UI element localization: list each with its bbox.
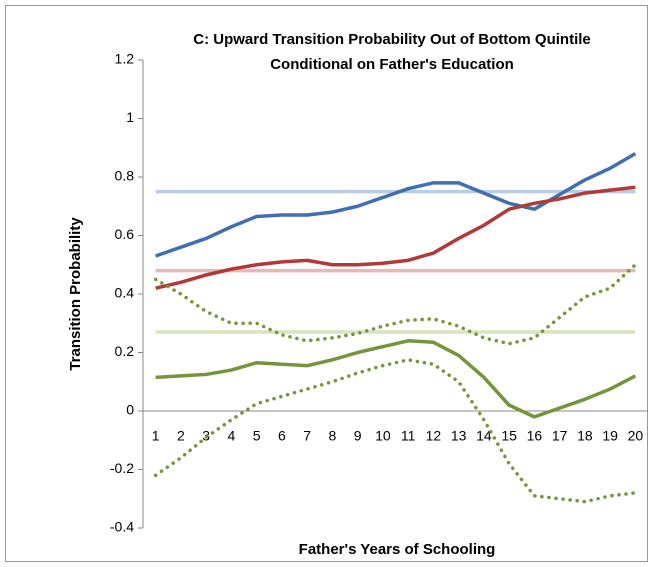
x-tick-label: 19	[602, 428, 618, 444]
x-tick-label: 5	[253, 428, 261, 444]
x-axis-title: Father's Years of Schooling	[299, 541, 496, 558]
y-axis-title: Transition Probability	[67, 217, 84, 371]
x-tick-label: 13	[451, 428, 467, 444]
x-tick-label: 18	[577, 428, 593, 444]
y-tick-label: 0.2	[115, 343, 135, 359]
x-tick-label: 15	[501, 428, 517, 444]
x-tick-label: 1	[152, 428, 160, 444]
x-tick-label: 2	[177, 428, 185, 444]
x-tick-label: 6	[278, 428, 286, 444]
series-line	[153, 358, 638, 504]
x-tick-label: 17	[552, 428, 568, 444]
x-tick-label: 4	[227, 428, 235, 444]
y-tick-label: 0.4	[115, 285, 135, 301]
x-tick-label: 20	[628, 428, 644, 444]
y-tick-label: 0.6	[115, 226, 135, 242]
x-tick-label: 16	[527, 428, 543, 444]
x-tick-label: 14	[476, 428, 492, 444]
x-tick-label: 11	[401, 428, 416, 444]
x-tick-label: 10	[375, 428, 391, 444]
x-tick-label: 7	[303, 428, 311, 444]
y-tick-label: -0.4	[110, 519, 134, 535]
y-tick-label: 0	[126, 402, 134, 418]
series-line	[155, 339, 637, 419]
x-tick-label: 9	[354, 428, 362, 444]
series-line	[155, 152, 637, 258]
x-tick-label: 8	[328, 428, 336, 444]
series-line	[153, 263, 638, 346]
chart-title: Conditional on Father's Education	[270, 56, 514, 73]
y-tick-label: -0.2	[110, 460, 134, 476]
y-tick-label: 0.8	[115, 168, 135, 184]
y-tick-label: 1	[126, 109, 134, 125]
x-tick-label: 12	[426, 428, 442, 444]
chart-title: C: Upward Transition Probability Out of …	[193, 31, 591, 48]
series-line	[155, 185, 636, 290]
y-tick-label: 1.2	[115, 51, 135, 67]
chart-border	[5, 5, 648, 562]
